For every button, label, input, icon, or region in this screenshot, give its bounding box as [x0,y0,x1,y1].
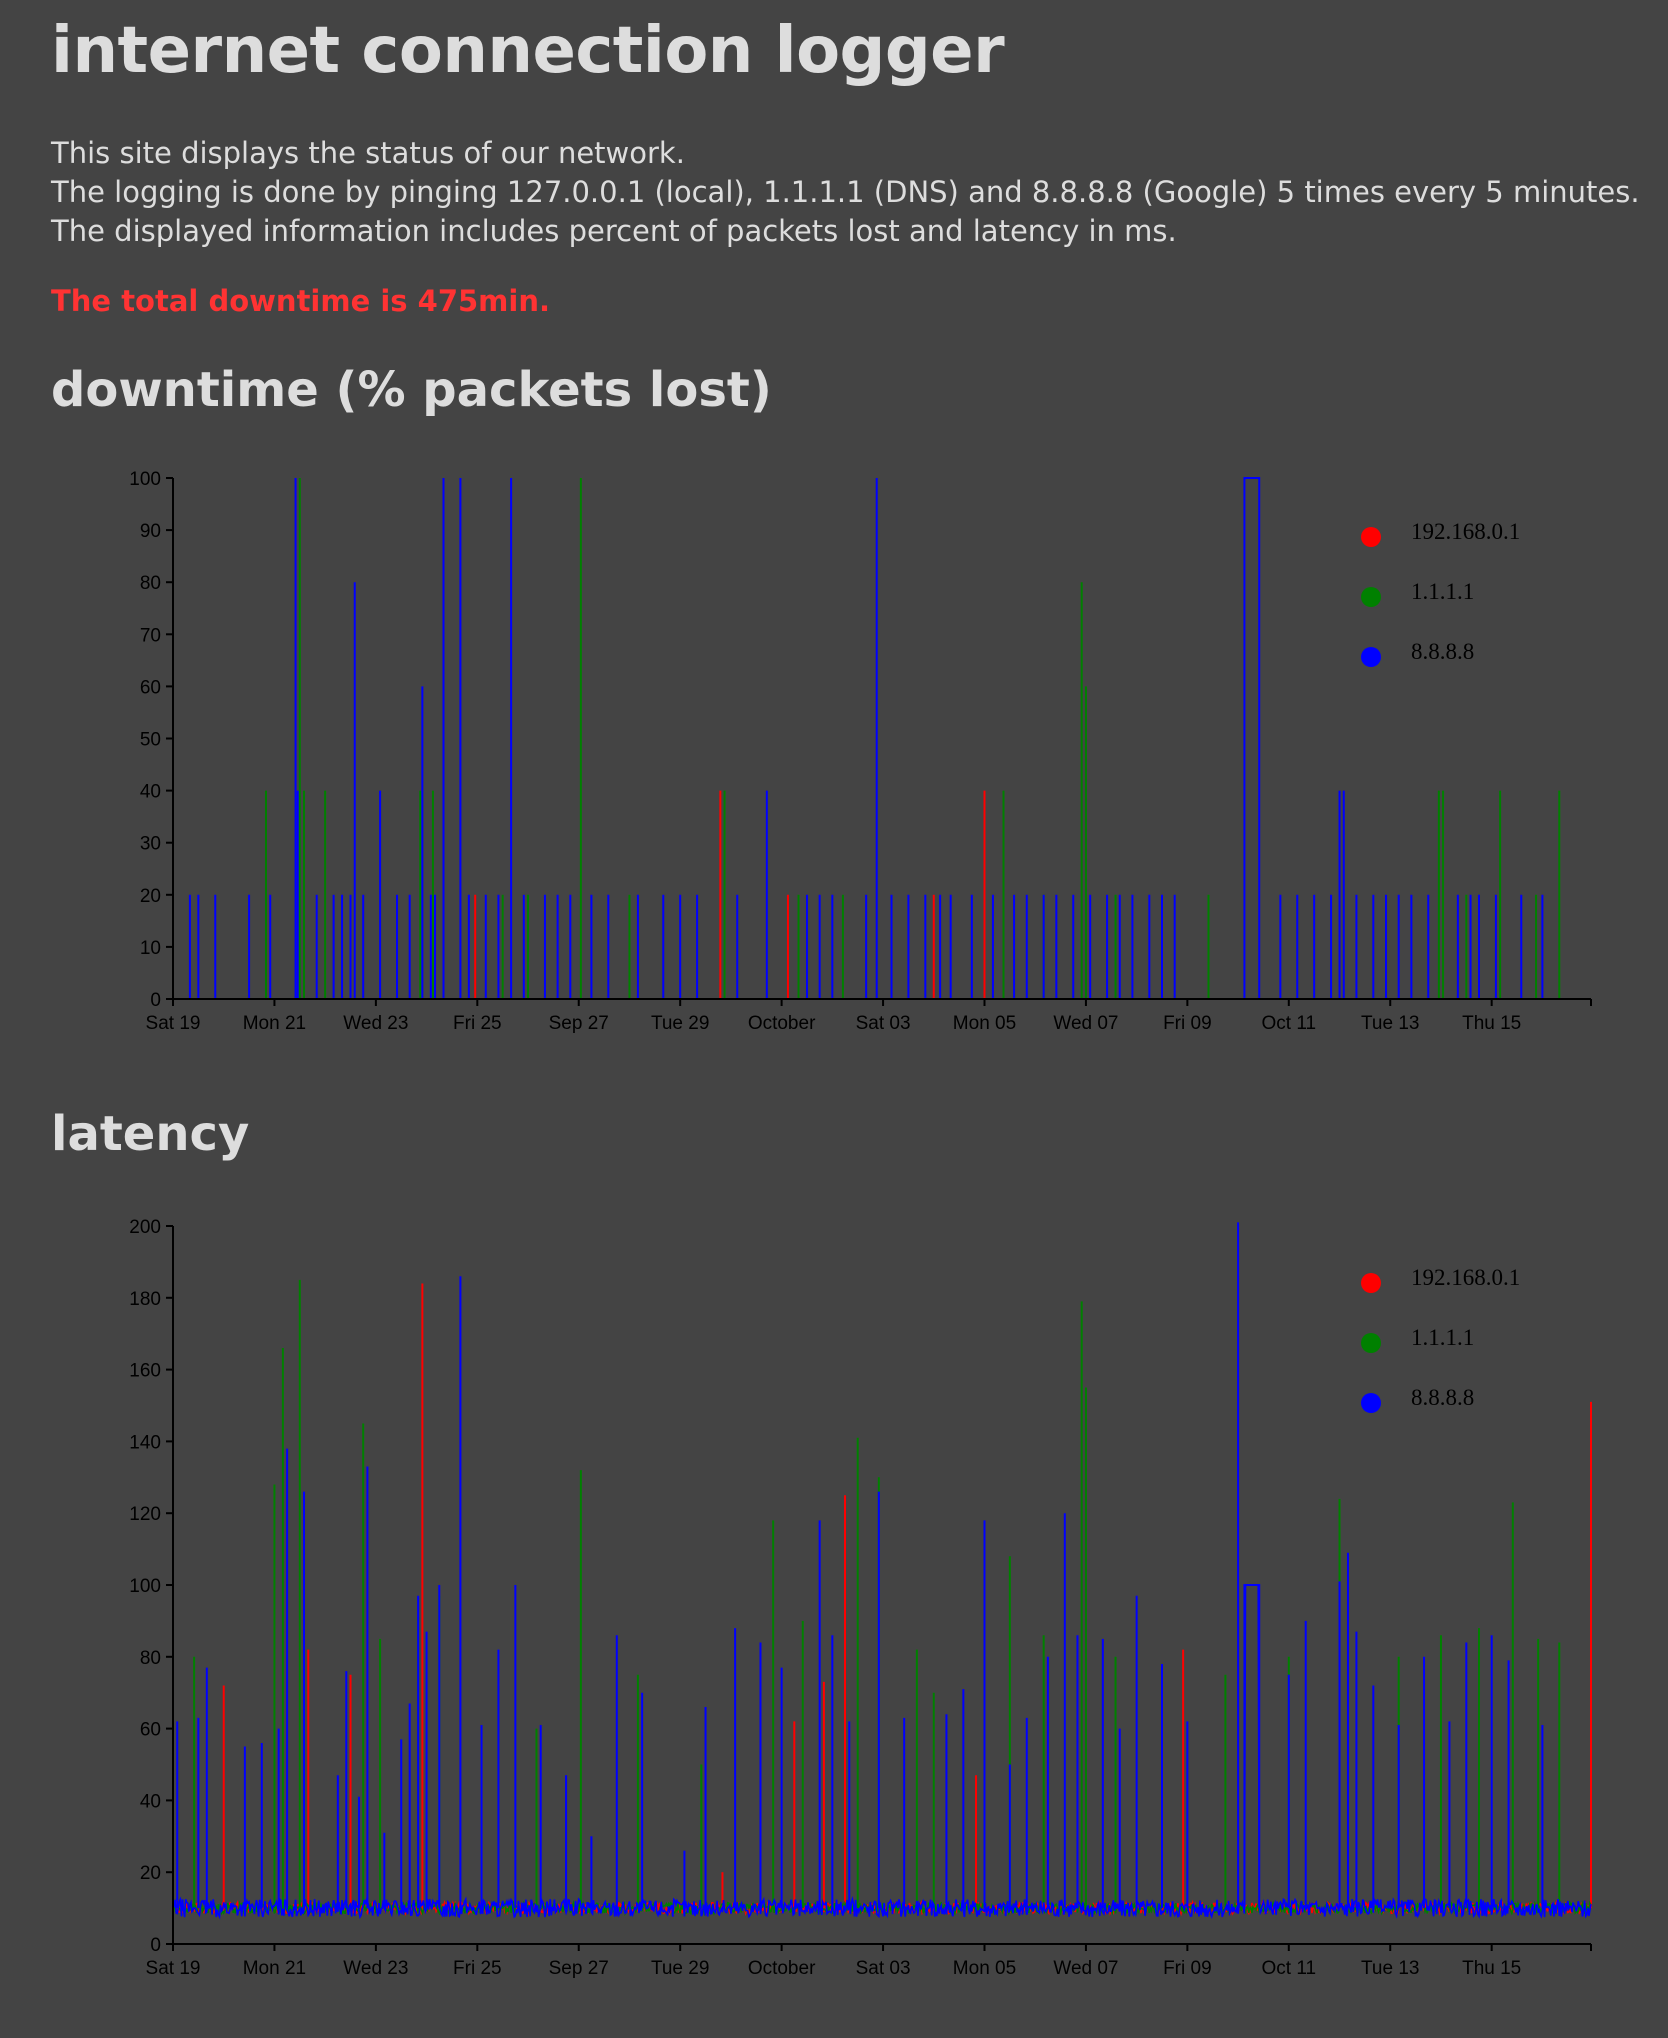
x-tick-label: October [748,1013,816,1034]
legend-label: 8.8.8.8 [1411,639,1474,664]
x-tick-label: Thu 15 [1462,1013,1521,1034]
x-tick-label: Wed 07 [1053,1013,1118,1034]
latency-heading: latency [51,1106,250,1162]
y-tick-label: 70 [140,625,161,646]
y-tick-label: 160 [129,1361,161,1382]
x-tick-label: Tue 13 [1361,1958,1419,1979]
legend-swatch [1361,527,1381,547]
y-tick-label: 10 [140,938,161,959]
series-baseline [172,1584,1592,1920]
legend-label: 192.168.0.1 [1411,519,1520,544]
legend-label: 8.8.8.8 [1411,1385,1474,1410]
x-tick-label: Wed 23 [343,1958,408,1979]
series-1-1-1-1 [173,478,1591,1000]
x-tick-label: Oct 11 [1262,1013,1317,1034]
y-tick-label: 60 [140,677,161,698]
intro-line-3: The displayed information includes perce… [51,214,1177,248]
y-tick-label: 200 [129,1217,161,1238]
y-tick-label: 50 [140,730,161,751]
y-tick-label: 30 [140,834,161,855]
legend: 192.168.0.1 1.1.1.1 8.8.8.8 [1361,1265,1520,1413]
data-plateau [1243,477,1261,999]
y-tick-label: 20 [140,886,161,907]
series-1-1-1-1 [172,1279,1592,1917]
legend-swatch [1361,1273,1381,1293]
downtime-heading: downtime (% packets lost) [51,362,772,418]
x-tick-label: Fri 25 [453,1958,502,1979]
y-tick-label: 40 [140,1791,161,1812]
x-tick-label: Tue 13 [1361,1013,1419,1034]
x-tick-label: Wed 23 [343,1013,408,1034]
page-title: internet connection logger [51,14,1005,88]
x-tick-label: October [748,1958,816,1979]
legend-label: 1.1.1.1 [1411,579,1474,604]
legend-swatch [1361,1393,1381,1413]
x-tick-label: Oct 11 [1262,1958,1317,1979]
series-8-8-8-8 [172,1222,1592,1920]
y-tick-label: 0 [150,990,161,1011]
y-tick-label: 60 [140,1720,161,1741]
x-tick-label: Thu 15 [1462,1958,1521,1979]
legend-swatch [1361,647,1381,667]
x-tick-label: Wed 07 [1053,1958,1118,1979]
y-tick-label: 90 [140,521,161,542]
series-192-168-0-1 [173,790,1591,1000]
x-tick-label: Sat 19 [146,1958,201,1979]
x-tick-label: Mon 21 [243,1013,306,1034]
latency-chart: 0 20 40 60 80 100 120 140 160 180 200 Sat 19 Mon 21 W… [129,1217,1592,1979]
intro-text: This site displays the status of our net… [51,134,1640,251]
y-tick-label: 140 [129,1432,161,1453]
y-tick-label: 120 [129,1504,161,1525]
x-tick-label: Tue 29 [651,1013,709,1034]
x-tick-label: Sep 27 [549,1958,609,1979]
legend-label: 192.168.0.1 [1411,1265,1520,1290]
y-tick-label: 40 [140,782,161,803]
y-tick-label: 80 [140,573,161,594]
y-tick-label: 180 [129,1289,161,1310]
y-tick-label: 100 [129,469,161,490]
total-downtime-alert: The total downtime is 475min. [51,284,551,318]
legend-label: 1.1.1.1 [1411,1325,1474,1350]
downtime-chart: 0 10 20 30 40 50 60 70 80 90 100 Sat 19 Mon 21 Wed 23… [129,469,1592,1034]
y-tick-label: 0 [150,1935,161,1956]
y-tick-label: 100 [129,1576,161,1597]
x-tick-label: Sep 27 [549,1013,609,1034]
x-tick-label: Sat 03 [856,1958,911,1979]
intro-line-1: This site displays the status of our net… [51,136,685,170]
x-tick-label: Mon 05 [953,1958,1016,1979]
y-tick-label: 80 [140,1648,161,1669]
x-tick-label: Fri 25 [453,1013,502,1034]
legend-swatch [1361,1333,1381,1353]
x-tick-label: Sat 19 [146,1013,201,1034]
x-tick-label: Tue 29 [651,1958,709,1979]
x-tick-label: Mon 21 [243,1958,306,1979]
x-tick-label: Sat 03 [856,1013,911,1034]
x-tick-label: Mon 05 [953,1013,1016,1034]
legend-swatch [1361,587,1381,607]
data-plateau [1243,1584,1261,1909]
series-8-8-8-8 [172,477,1591,1000]
series-192-168-0-1 [172,1283,1592,1917]
x-tick-label: Fri 09 [1163,1013,1212,1034]
y-tick-label: 20 [140,1863,161,1884]
intro-line-2: The logging is done by pinging 127.0.0.1… [51,175,1640,209]
legend: 192.168.0.1 1.1.1.1 8.8.8.8 [1361,519,1520,667]
x-tick-label: Fri 09 [1163,1958,1212,1979]
